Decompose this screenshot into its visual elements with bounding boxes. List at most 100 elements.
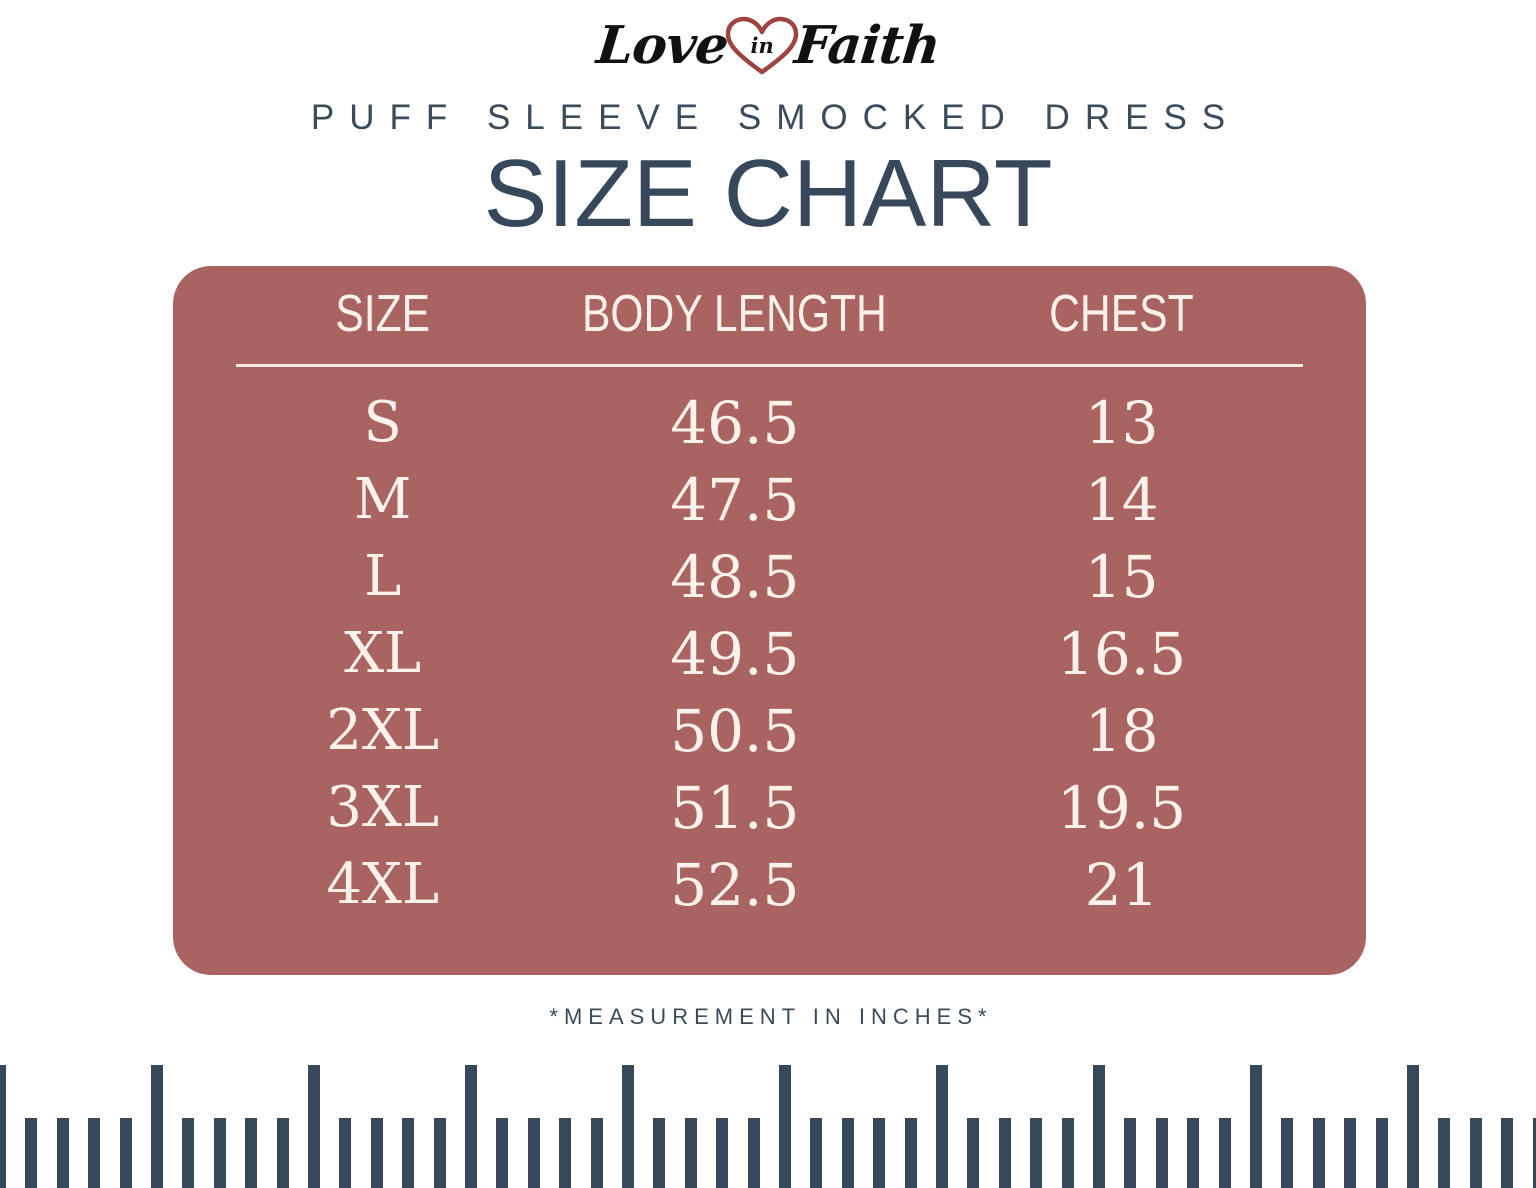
cell-chest: 13 [1084,389,1159,457]
ruler-tick-minor [1281,1118,1294,1188]
table-row: 3XL 51.5 19.5 [236,770,1303,847]
ruler-tick-minor [182,1118,195,1188]
cell-chest: 14 [1084,465,1159,534]
ruler-tick-minor [1469,1118,1482,1188]
column-header-body-length: BODY LENGTH [582,285,888,343]
column-header-size: SIZE [335,285,431,343]
ruler-tick-minor [433,1118,446,1188]
table-body: S 46.5 13 M 47.5 14 L 48.5 15 XL 49.5 16.5 2XL 50.5 18… [236,385,1303,924]
ruler-tick-minor [590,1118,603,1188]
ruler-tick-minor [1501,1118,1514,1188]
ruler-tick-minor [841,1118,854,1188]
cell-body-length: 48.5 [670,542,800,611]
ruler-tick-major [465,1065,477,1188]
ruler-tick-minor [1344,1118,1357,1188]
cell-chest: 18 [1084,696,1159,765]
ruler-tick-minor [1218,1118,1231,1188]
product-subtitle: PUFF SLEEVE SMOCKED DRESS [310,98,1241,137]
ruler-tick-minor [1061,1118,1074,1188]
table-row: M 47.5 14 [236,462,1303,539]
table-head: SIZE BODY LENGTH CHEST [236,266,1303,385]
logo-word-faith: Faith [791,15,943,76]
page-title: SIZE CHART [483,140,1053,247]
ruler-tick-major [1093,1065,1105,1188]
cell-size: 2XL [326,697,440,763]
ruler-tick-minor [1438,1118,1451,1188]
ruler-tick-minor [1187,1118,1200,1188]
cell-size: L [364,544,402,610]
ruler-tick-minor [56,1118,69,1188]
ruler-tick-minor [88,1118,101,1188]
cell-chest: 16.5 [1057,619,1187,688]
size-chart-table: SIZE BODY LENGTH CHEST S 46.5 13 M 47.5 14 L 48… [236,266,1303,924]
ruler-tick-minor [810,1118,823,1188]
ruler-tick-minor [747,1118,760,1188]
ruler-tick-minor [716,1118,729,1188]
cell-size: S [363,390,402,456]
table-row: L 48.5 15 [236,539,1303,616]
cell-size: M [354,467,412,533]
cell-body-length: 46.5 [670,389,800,457]
table-row: S 46.5 13 [236,385,1303,462]
ruler-tick-minor [1124,1118,1137,1188]
ruler-tick-minor [339,1118,352,1188]
table-row: 2XL 50.5 18 [236,693,1303,770]
cell-chest: 15 [1084,542,1159,611]
ruler-tick-major [151,1065,163,1188]
header-divider [236,364,1303,367]
ruler-tick-minor [653,1118,666,1188]
ruler-tick-minor [245,1118,258,1188]
ruler-tick-minor [684,1118,697,1188]
logo-word-love: Love [593,15,731,76]
cell-chest: 21 [1084,850,1159,919]
ruler-tick-minor [873,1118,886,1188]
heart-icon: in [723,15,801,77]
ruler-tick-major [936,1065,948,1188]
cell-body-length: 47.5 [670,465,800,534]
measurement-note: *MEASUREMENT IN INCHES* [549,1004,993,1029]
ruler-graphic [0,1058,1536,1188]
ruler-tick-major [0,1065,6,1188]
ruler-tick-major [1407,1065,1419,1188]
ruler-tick-minor [119,1118,132,1188]
table-row: XL 49.5 16.5 [236,616,1303,693]
ruler-tick-minor [527,1118,540,1188]
ruler-tick-minor [998,1118,1011,1188]
logo-wordmark: Love in Faith [593,8,943,84]
ruler-tick-major [779,1065,791,1188]
cell-chest: 19.5 [1057,773,1187,842]
column-header-chest: CHEST [1049,285,1194,343]
ruler-tick-minor [496,1118,509,1188]
ruler-tick-minor [904,1118,917,1188]
ruler-tick-minor [25,1118,38,1188]
ruler-tick-major [622,1065,634,1188]
ruler-tick-minor [1155,1118,1168,1188]
cell-body-length: 49.5 [670,619,800,688]
cell-body-length: 50.5 [670,696,800,765]
cell-body-length: 51.5 [670,773,800,842]
ruler-tick-minor [213,1118,226,1188]
size-chart-table-container: SIZE BODY LENGTH CHEST S 46.5 13 M 47.5 14 L 48… [236,266,1303,975]
cell-size: 4XL [326,851,440,917]
table-header-row: SIZE BODY LENGTH CHEST [236,266,1303,358]
header-divider-cell [236,358,1303,385]
logo-word-in: in [750,33,774,58]
cell-body-length: 52.5 [670,850,800,919]
header-divider-row [236,358,1303,385]
ruler-tick-minor [370,1118,383,1188]
ruler-tick-minor [1375,1118,1388,1188]
size-chart-panel: SIZE BODY LENGTH CHEST S 46.5 13 M 47.5 14 L 48… [173,266,1366,975]
table-row: 4XL 52.5 21 [236,847,1303,924]
ruler-tick-minor [559,1118,572,1188]
ruler-tick-minor [402,1118,415,1188]
ruler-tick-major [1250,1065,1262,1188]
ruler-tick-minor [276,1118,289,1188]
cell-size: 3XL [326,774,440,840]
ruler-tick-minor [1532,1118,1536,1188]
ruler-tick-major [308,1065,320,1188]
ruler-tick-minor [1030,1118,1043,1188]
ruler-tick-minor [1312,1118,1325,1188]
ruler-tick-minor [967,1118,980,1188]
brand-logo: Love in Faith [0,8,1536,84]
cell-size: XL [344,620,422,686]
